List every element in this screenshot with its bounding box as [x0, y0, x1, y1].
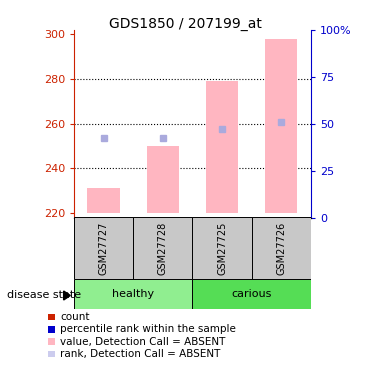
Text: GDS1850 / 207199_at: GDS1850 / 207199_at [108, 17, 262, 31]
Bar [147, 146, 179, 213]
Bar [252, 217, 311, 279]
Bar [265, 39, 297, 213]
Text: value, Detection Call = ABSENT: value, Detection Call = ABSENT [60, 337, 226, 346]
Text: percentile rank within the sample: percentile rank within the sample [60, 324, 236, 334]
Polygon shape [64, 291, 70, 300]
Text: healthy: healthy [112, 290, 154, 299]
Bar [192, 217, 252, 279]
Bar [192, 279, 311, 309]
Bar [87, 189, 120, 213]
Text: count: count [60, 312, 90, 322]
Bar [133, 217, 192, 279]
Text: rank, Detection Call = ABSENT: rank, Detection Call = ABSENT [60, 349, 221, 359]
Bar [206, 81, 238, 213]
Text: GSM27728: GSM27728 [158, 222, 168, 275]
Bar [74, 279, 192, 309]
Text: carious: carious [231, 290, 272, 299]
Text: GSM27725: GSM27725 [217, 222, 227, 275]
Text: disease state: disease state [7, 291, 81, 300]
Bar [74, 217, 133, 279]
Text: GSM27727: GSM27727 [98, 222, 109, 275]
Text: GSM27726: GSM27726 [276, 222, 286, 275]
